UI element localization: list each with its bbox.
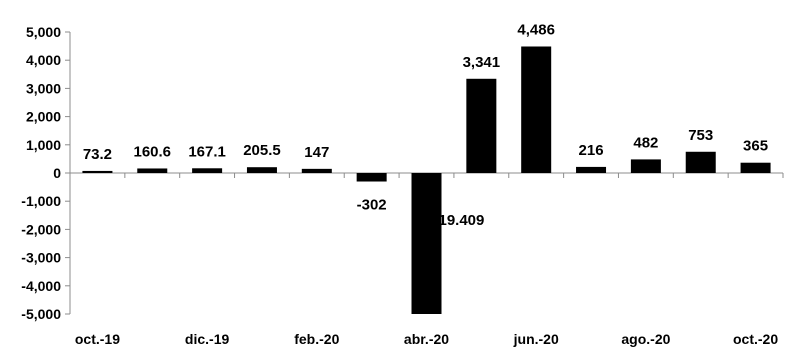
x-tick-label: ago.-20 [621,331,670,347]
data-label: 365 [743,138,768,155]
data-label: 4,486 [517,21,555,38]
data-label: 73.2 [83,146,112,163]
y-tick-label: 0 [53,165,61,181]
bar [246,167,277,173]
bar [521,46,552,174]
bar [192,168,223,173]
x-tick-label: abr.-20 [404,331,449,347]
y-tick-label: 2,000 [26,109,61,125]
bar [685,151,716,173]
annotation-label: -19.409 [433,212,484,229]
x-tick-label: jun.-20 [513,331,559,347]
y-tick-label: -2,000 [21,221,61,237]
data-label: 753 [688,127,713,144]
y-tick-label: -1,000 [21,193,61,209]
data-label: 482 [633,134,658,151]
y-tick-label: -3,000 [21,250,61,266]
y-tick-label: 4,000 [26,52,61,68]
bar [82,170,113,173]
y-tick-label: 3,000 [26,80,61,96]
bar [356,173,387,182]
data-label: 160.6 [133,143,171,160]
x-tick-label: oct.-20 [733,331,778,347]
x-tick-label: dic.-19 [185,331,230,347]
bar [137,168,168,173]
annotation-arrow-head [427,296,440,309]
bar [301,168,332,173]
bar [740,162,771,173]
data-label: 205.5 [243,142,281,159]
y-tick-label: 5,000 [26,24,61,40]
bar [411,173,442,314]
data-label: 167.1 [188,143,226,160]
bar [576,166,607,173]
data-label: 216 [579,142,604,159]
y-tick-label: 1,000 [26,137,61,153]
y-tick-label: -5,000 [21,306,61,322]
data-label: 147 [304,144,329,161]
bar [466,78,497,173]
bar [630,159,661,173]
x-tick-label: oct.-19 [75,331,120,347]
data-label: 3,341 [463,54,501,71]
y-tick-label: -4,000 [21,278,61,294]
x-tick-label: feb.-20 [294,331,339,347]
data-label: -302 [357,197,387,214]
